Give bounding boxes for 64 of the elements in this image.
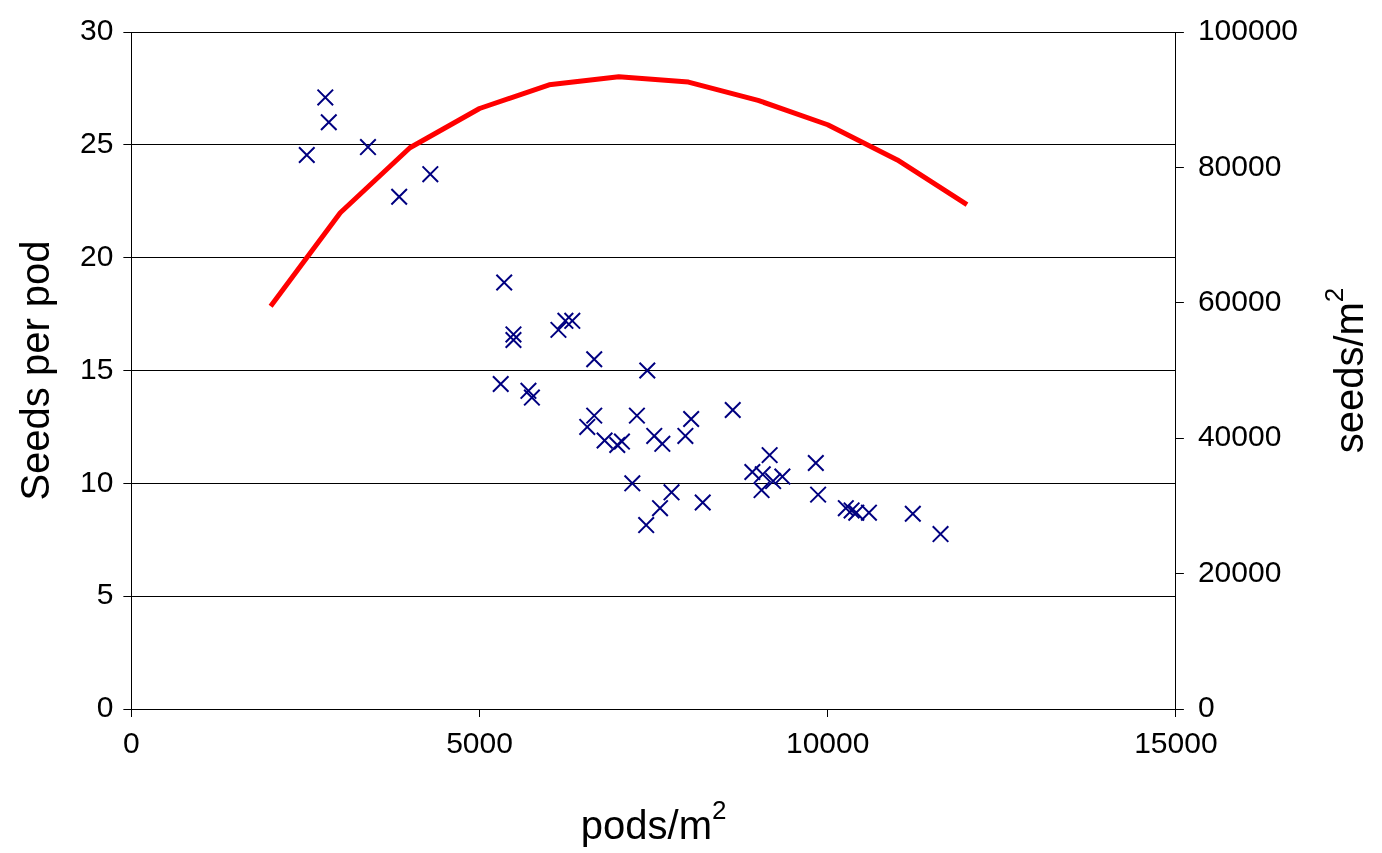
y-tick-label: 30	[79, 13, 114, 47]
point	[556, 312, 575, 330]
point	[651, 499, 669, 517]
y2-tick-label: 40000	[1197, 419, 1282, 453]
x-tick-label: 0	[123, 726, 140, 760]
point	[773, 467, 792, 486]
point	[743, 463, 762, 481]
point	[504, 325, 523, 344]
point	[585, 350, 604, 368]
point	[645, 427, 664, 445]
y2-tick-label: 0	[1197, 690, 1215, 724]
x-tick-label: 15000	[1134, 726, 1218, 760]
point	[693, 493, 712, 512]
point	[523, 388, 541, 407]
point	[842, 501, 861, 520]
y-tick-label: 20	[79, 238, 114, 272]
point	[860, 503, 878, 522]
point	[519, 382, 538, 400]
point	[578, 418, 597, 436]
y-tick-label: 0	[96, 690, 114, 724]
point	[682, 410, 700, 428]
point	[837, 499, 855, 517]
y2-tick-label: 20000	[1197, 554, 1282, 588]
y-tick-label: 5	[96, 577, 114, 611]
point	[628, 406, 646, 425]
point	[495, 273, 513, 292]
point	[637, 516, 655, 534]
point	[613, 432, 631, 451]
point	[390, 187, 408, 206]
point	[638, 361, 657, 380]
point	[931, 525, 950, 543]
point	[676, 427, 695, 445]
y-tick-label: 10	[79, 464, 114, 498]
point	[421, 165, 440, 183]
y2-tick-label: 80000	[1197, 148, 1282, 182]
x-tick-label: 5000	[446, 726, 513, 760]
point	[549, 321, 568, 339]
point	[585, 406, 604, 425]
point	[764, 472, 782, 490]
point	[504, 331, 523, 349]
point	[298, 146, 316, 164]
point	[595, 431, 614, 450]
y2-tick-label: 100000	[1197, 13, 1298, 47]
y-tick-label: 15	[79, 351, 114, 385]
point	[904, 505, 922, 523]
point	[809, 485, 827, 504]
point	[623, 474, 642, 493]
point	[723, 401, 742, 419]
point	[320, 113, 338, 132]
y-tick-label: 25	[79, 126, 114, 160]
x-tick-label: 10000	[786, 726, 870, 760]
point	[563, 312, 582, 330]
y2-axis-title: seeds/m2	[1319, 287, 1372, 454]
point	[662, 483, 681, 502]
point	[608, 436, 627, 454]
point	[847, 503, 866, 522]
y-axis-title: Seeds per pod	[13, 240, 58, 501]
point	[760, 446, 779, 464]
point	[653, 435, 672, 453]
point	[316, 88, 335, 107]
point	[807, 454, 825, 472]
point	[359, 138, 377, 156]
y2-tick-label: 60000	[1197, 284, 1282, 318]
point	[491, 375, 510, 393]
